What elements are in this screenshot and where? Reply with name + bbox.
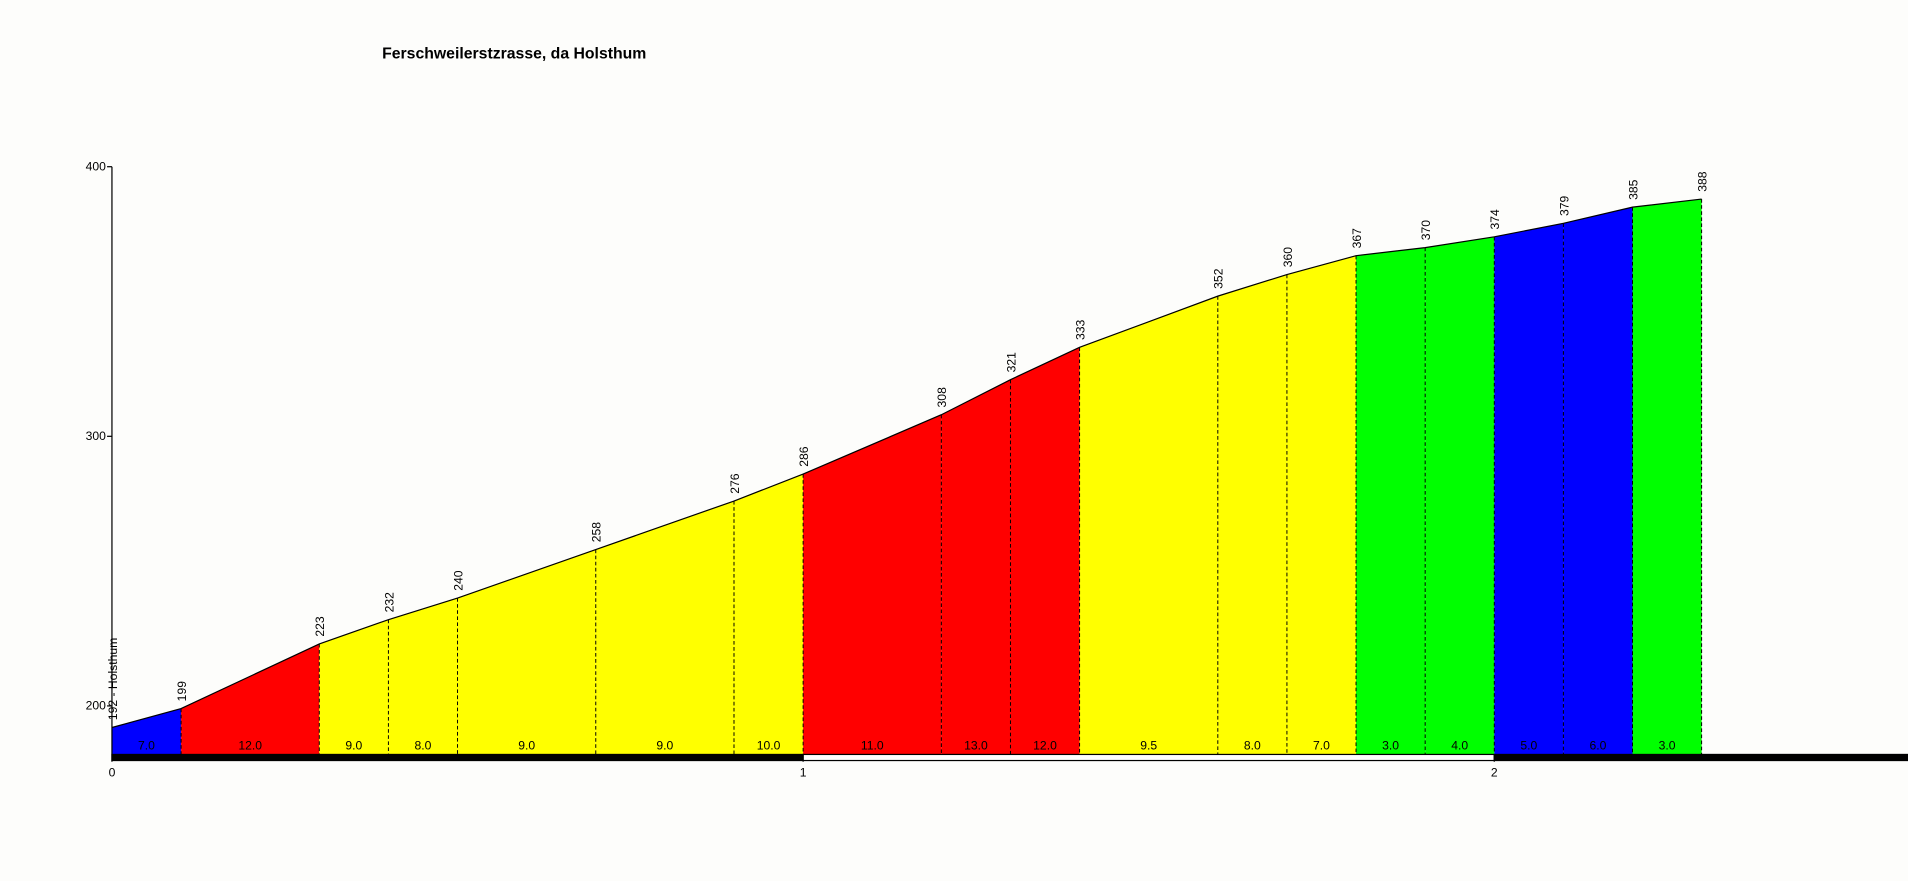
gradient-label: 12.0 xyxy=(238,739,262,753)
y-tick-label: 400 xyxy=(86,159,107,173)
gradient-label: 8.0 xyxy=(415,739,432,753)
value-label: 385 xyxy=(1626,179,1640,200)
gradient-label: 9.0 xyxy=(518,739,535,753)
gradient-label: 5.0 xyxy=(1520,739,1537,753)
segment xyxy=(388,598,458,755)
value-label: 192 - Holsthum xyxy=(106,638,120,720)
gradient-label: 11.0 xyxy=(861,739,884,753)
value-label: 367 xyxy=(1350,228,1364,249)
value-label: 379 xyxy=(1557,196,1571,217)
gradient-label: 9.0 xyxy=(656,739,673,753)
value-label: 286 xyxy=(797,446,811,467)
value-label: 199 xyxy=(175,681,189,702)
gradient-label: 9.5 xyxy=(1140,739,1157,753)
segment xyxy=(1010,347,1080,755)
value-label: 276 xyxy=(728,473,742,494)
x-axis-stripe xyxy=(111,753,804,762)
gradient-label: 9.0 xyxy=(345,739,362,753)
value-label: 321 xyxy=(1004,352,1018,373)
segment xyxy=(319,619,389,755)
segment xyxy=(1425,236,1495,755)
value-label: 360 xyxy=(1281,247,1295,268)
segment xyxy=(111,708,182,755)
segment xyxy=(733,474,804,755)
gradient-label: 6.0 xyxy=(1589,739,1606,753)
value-label: 258 xyxy=(590,522,604,543)
x-tick-label: 0 xyxy=(109,765,116,779)
segment xyxy=(1356,247,1426,755)
segment xyxy=(941,379,1011,755)
profile-line xyxy=(111,198,1702,729)
segment xyxy=(1494,223,1564,755)
segment xyxy=(1217,274,1287,755)
y-tick-label: 200 xyxy=(86,699,107,713)
value-label: 352 xyxy=(1212,268,1226,289)
gradient-label: 13.0 xyxy=(964,739,988,753)
value-label: 374 xyxy=(1488,209,1502,230)
value-label: 333 xyxy=(1073,320,1087,341)
gradient-label: 8.0 xyxy=(1244,739,1261,753)
value-label: 232 xyxy=(382,592,396,613)
value-label: 223 xyxy=(313,616,327,637)
segment xyxy=(803,414,942,755)
segment xyxy=(457,549,596,755)
gradient-label: 10.0 xyxy=(757,739,781,753)
segment xyxy=(1079,296,1218,755)
value-label: 240 xyxy=(451,570,465,591)
segment xyxy=(181,643,320,755)
segment xyxy=(595,501,734,755)
value-label: 388 xyxy=(1695,171,1709,192)
value-label: 308 xyxy=(935,387,949,408)
x-axis-stripe xyxy=(802,753,1495,762)
gradient-label: 12.0 xyxy=(1033,739,1057,753)
gradient-label: 7.0 xyxy=(138,739,155,753)
segment xyxy=(1632,199,1702,755)
value-label: 370 xyxy=(1419,220,1433,241)
segment xyxy=(1563,207,1633,755)
y-tick-label: 300 xyxy=(86,429,107,443)
gradient-label: 7.0 xyxy=(1313,739,1330,753)
segment xyxy=(1286,255,1357,755)
gradient-label: 4.0 xyxy=(1451,739,1468,753)
x-axis-stripe xyxy=(1493,753,1908,762)
gradient-label: 3.0 xyxy=(1659,739,1676,753)
x-tick-label: 2 xyxy=(1491,765,1498,779)
gradient-label: 3.0 xyxy=(1382,739,1399,753)
chart-title: Ferschweilerstzrasse, da Holsthum xyxy=(382,45,646,62)
x-tick-label: 1 xyxy=(800,765,807,779)
